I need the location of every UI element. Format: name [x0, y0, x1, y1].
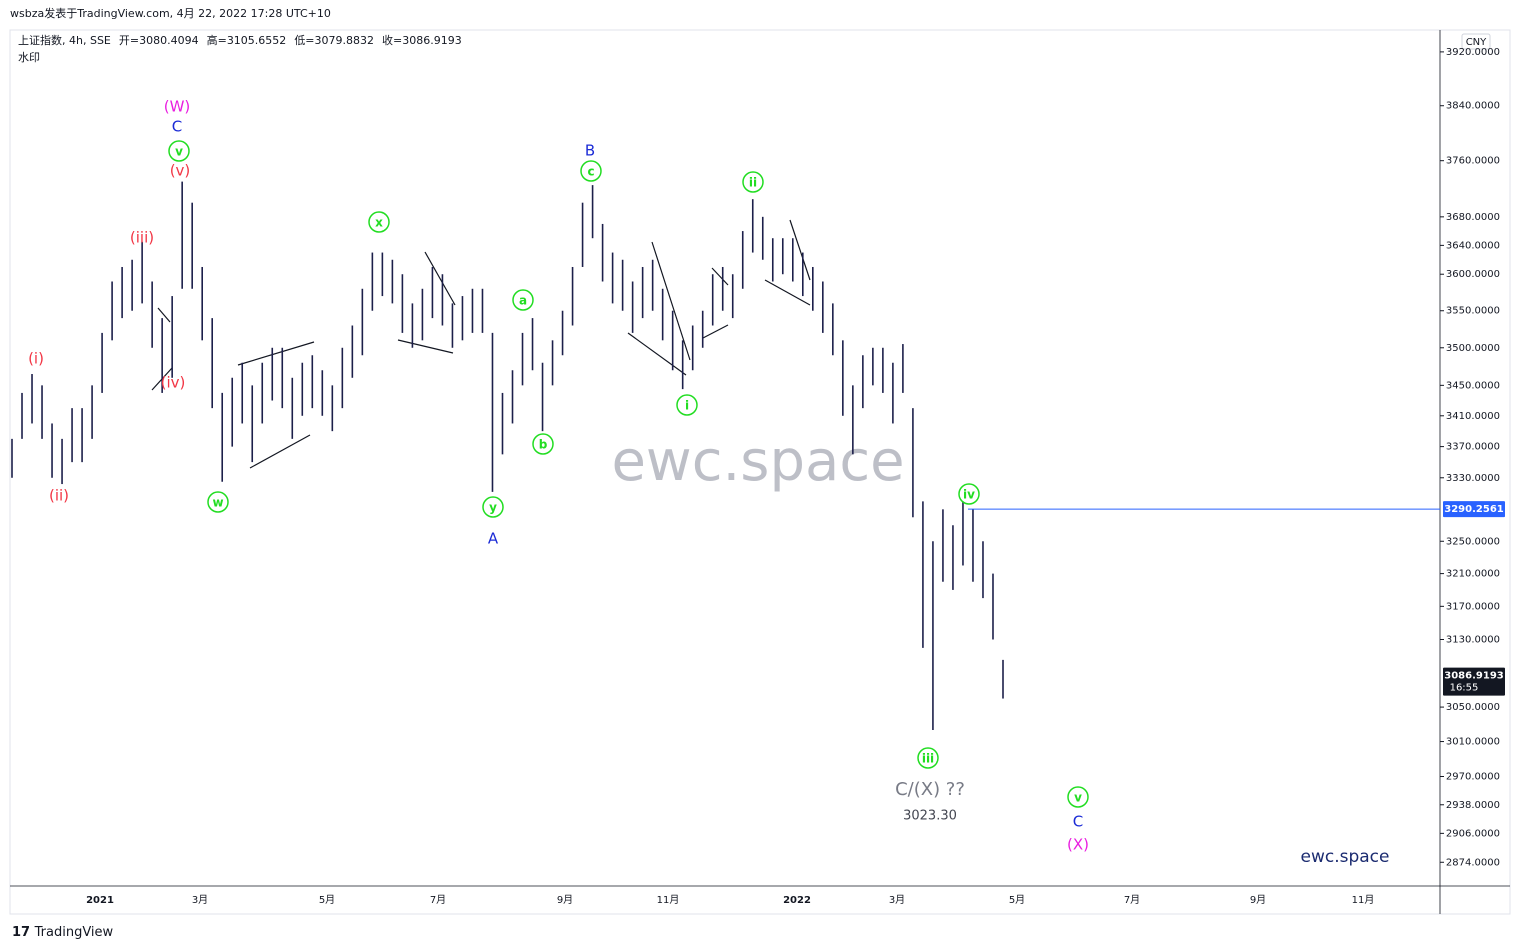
symbol-info: 上证指数, 4h, SSE 开=3080.4094 高=3105.6552 低=307…: [18, 33, 462, 47]
wave-label: (iii): [130, 229, 154, 247]
ohlc-key: 高=: [207, 33, 227, 47]
y-tick-label: 3600.0000: [1446, 269, 1500, 280]
y-tick-label: 3760.0000: [1446, 156, 1500, 167]
y-tick-label: 3210.0000: [1446, 569, 1500, 580]
y-tick-label: 3920.0000: [1446, 47, 1500, 58]
wave-label: a: [519, 294, 527, 308]
x-tick-label: 2022: [783, 895, 811, 906]
y-tick-label: 3130.0000: [1446, 634, 1500, 645]
trendlines: [151, 219, 811, 469]
ohlc-key: 低=: [294, 34, 314, 47]
y-tick-label: 3170.0000: [1446, 601, 1500, 612]
ohlc-value: 3086.9193: [402, 34, 462, 47]
header: wsbza发表于TradingView.com, 4月 22, 2022 17:…: [10, 6, 331, 20]
y-tick-label: 2874.0000: [1446, 857, 1500, 868]
wave-circle: [532, 433, 554, 455]
wave-label: iv: [963, 488, 975, 502]
y-tick-label: 2938.0000: [1446, 800, 1500, 811]
y-tick-label: 3640.0000: [1446, 240, 1500, 251]
x-tick-label: 3月: [889, 894, 905, 906]
wave-label: (X): [1067, 836, 1089, 854]
watermark: ewc.space: [611, 429, 904, 494]
x-tick-label: 2021: [86, 895, 114, 906]
wave-label: C: [1073, 813, 1083, 831]
wave-circle: [482, 496, 504, 518]
wave-circle: [958, 483, 980, 505]
wave-circle: [1067, 786, 1089, 808]
x-tick-label: 9月: [557, 894, 573, 906]
ohlc-key: 开=: [119, 34, 139, 47]
y-tick-label: 2970.0000: [1446, 771, 1500, 782]
wave-circle: [742, 171, 764, 193]
x-tick-label: 11月: [657, 894, 680, 906]
low-note: C/(X) ??: [895, 779, 965, 800]
wave-label: v: [175, 145, 183, 159]
wave-label: w: [212, 496, 223, 510]
wave-circle: [368, 211, 390, 233]
wave-label: A: [488, 530, 499, 548]
y-tick-label: 3840.0000: [1446, 101, 1500, 112]
currency: CNY: [1466, 37, 1487, 48]
hline-label-box: [1443, 501, 1505, 518]
wave-label: B: [585, 142, 595, 160]
wave-label: (W): [164, 98, 191, 116]
wave-label: i: [685, 399, 689, 413]
wave-label: c: [587, 165, 594, 179]
ohlc-value: 3080.4094: [139, 34, 199, 47]
low-label: 3023.30: [903, 809, 957, 824]
wave-label: (i): [28, 350, 44, 368]
wave-label: y: [489, 501, 497, 515]
ohlc-value: 3079.8832: [315, 34, 375, 47]
wave-circle: [917, 747, 939, 769]
wave-label: ii: [749, 176, 757, 190]
wave-circle: [580, 160, 602, 182]
last-price-box: [1443, 667, 1505, 696]
y-tick-label: 3370.0000: [1446, 442, 1500, 453]
x-tick-label: 5月: [319, 894, 335, 906]
y-tick-label: 2906.0000: [1446, 828, 1500, 839]
wave-label: (ii): [49, 487, 69, 505]
x-tick-label: 7月: [1124, 894, 1140, 906]
x-tick-label: 9月: [1250, 894, 1266, 906]
x-tick-label: 11月: [1352, 894, 1375, 906]
y-tick-label: 3550.0000: [1446, 306, 1500, 317]
y-tick-label: 3500.0000: [1446, 343, 1500, 354]
y-tick-label: 3050.0000: [1446, 702, 1500, 713]
wave-label: iii: [922, 752, 934, 766]
currency-box: [1461, 33, 1491, 50]
brand: ewc.space: [1301, 847, 1390, 867]
symbol: 上证指数, 4h, SSE: [18, 33, 111, 47]
footer: 17 TradingView: [12, 925, 114, 940]
y-tick-label: 3010.0000: [1446, 737, 1500, 748]
x-tick-label: 5月: [1009, 894, 1025, 906]
hline-label: 3290.2561: [1444, 504, 1504, 515]
frame: [9, 29, 1511, 915]
wave-circle: [207, 491, 229, 513]
y-tick-label: 3410.0000: [1446, 411, 1500, 422]
ohlc-key: 收=: [382, 33, 402, 47]
wave-circle: [168, 140, 190, 162]
y-tick-label: 3450.0000: [1446, 380, 1500, 391]
wave-circle: [512, 289, 534, 311]
wave-circle: [676, 394, 698, 416]
y-tick-label: 3250.0000: [1446, 536, 1500, 547]
wave-label: v: [1074, 791, 1082, 805]
wave-label: (iv): [161, 374, 186, 392]
ohlc-value: 3105.6552: [227, 34, 287, 47]
wave-label: b: [539, 438, 548, 452]
wave-label: C: [172, 118, 182, 136]
countdown: 16:55: [1450, 683, 1479, 694]
y-tick-label: 3680.0000: [1446, 212, 1500, 223]
wave-label: (v): [170, 162, 191, 180]
x-tick-label: 7月: [430, 894, 446, 906]
watermark-note: 水印: [18, 51, 40, 64]
last-price: 3086.9193: [1444, 671, 1504, 682]
y-tick-label: 3330.0000: [1446, 473, 1500, 484]
wave-label: x: [375, 216, 383, 230]
x-tick-label: 3月: [192, 894, 208, 906]
